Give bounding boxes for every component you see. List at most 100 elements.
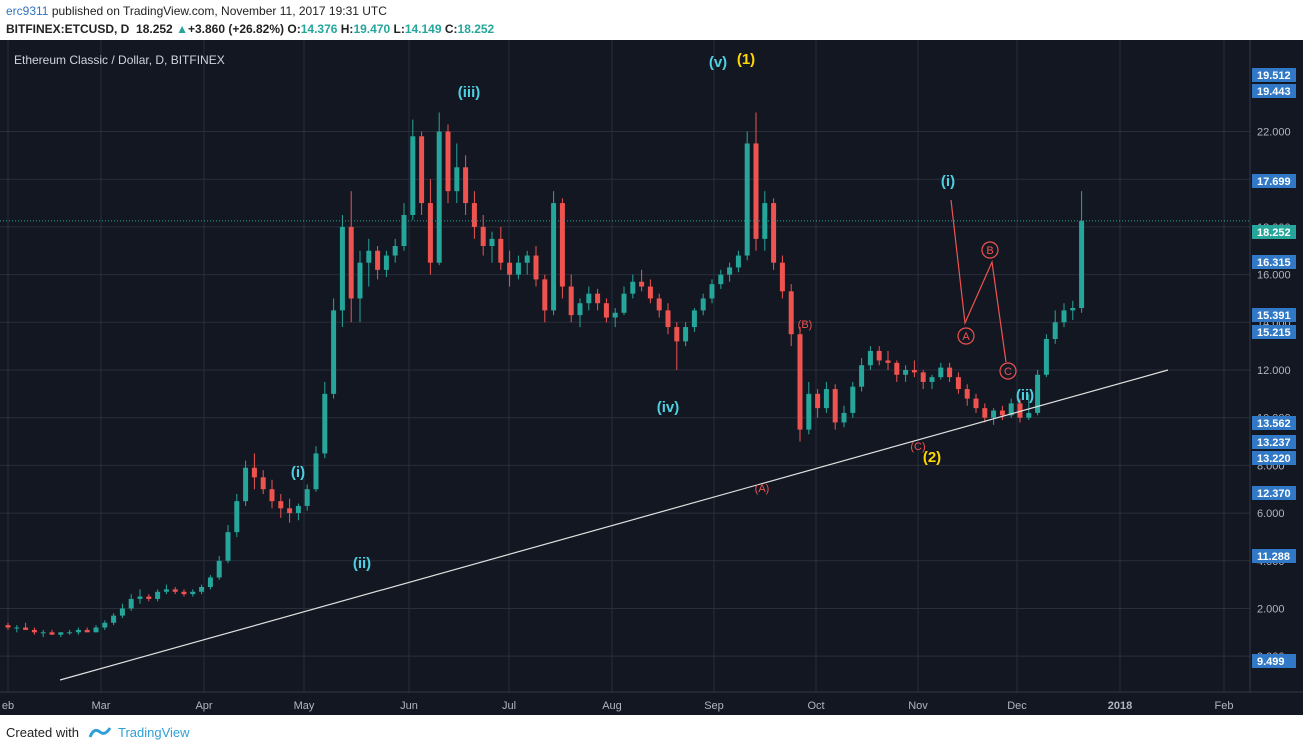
candle-body <box>947 367 953 378</box>
high-value: 19.470 <box>353 22 391 36</box>
price-axis-tick: 22.000 <box>1257 127 1291 139</box>
candle-body <box>815 393 821 409</box>
candle-body <box>58 632 64 635</box>
price-badge <box>1252 255 1296 269</box>
candle-body <box>304 489 310 506</box>
tradingview-logo-icon[interactable] <box>88 725 112 744</box>
candle-body <box>894 362 900 375</box>
chart-area[interactable]: Ethereum Classic / Dollar, D, BITFINEX (… <box>0 40 1303 715</box>
candle-body <box>779 262 785 292</box>
projection-label: B <box>986 245 993 257</box>
candle-body <box>278 501 284 509</box>
candle-body <box>683 327 689 342</box>
candle-body <box>551 203 557 311</box>
candle-body <box>137 596 143 599</box>
open-value: 14.376 <box>300 22 338 36</box>
price-badge <box>1252 174 1296 188</box>
candle-body <box>49 632 55 635</box>
price-axis-tick: 2.000 <box>1257 603 1285 615</box>
candle-body <box>1043 339 1049 375</box>
wave-label: (2) <box>923 449 941 466</box>
price-badge <box>1252 451 1296 465</box>
price-chart[interactable]: Ethereum Classic / Dollar, D, BITFINEX (… <box>0 40 1303 715</box>
author-link[interactable]: erc9311 <box>6 4 49 18</box>
price-badge-label: 17.699 <box>1257 176 1291 188</box>
price-badge-label: 9.499 <box>1257 656 1285 668</box>
candle-body <box>23 627 29 630</box>
candle-body <box>207 577 213 587</box>
candle-body <box>639 281 645 287</box>
candle-body <box>14 627 20 629</box>
candle-body <box>533 255 539 280</box>
price-badge-label: 11.288 <box>1257 551 1290 563</box>
candle-body <box>322 393 328 454</box>
time-axis-label: Apr <box>195 700 212 712</box>
candle-body <box>1061 310 1067 323</box>
candle-body <box>832 389 838 423</box>
candle-body <box>1008 403 1014 416</box>
price-axis-tick: 12.000 <box>1257 365 1291 377</box>
candle-body <box>427 203 433 263</box>
candle-body <box>674 327 680 342</box>
publish-info: erc9311 published on TradingView.com, No… <box>6 4 387 18</box>
candle-body <box>436 131 442 263</box>
candle-body <box>700 298 706 311</box>
candle-body <box>586 293 592 304</box>
price-badge <box>1252 486 1296 500</box>
time-axis-label: Nov <box>908 700 928 712</box>
wave-label: (ii) <box>1016 387 1034 404</box>
candle-body <box>841 412 847 423</box>
candle-body <box>647 286 653 299</box>
price-badge <box>1252 325 1296 339</box>
candle-body <box>762 203 768 239</box>
candle-body <box>40 632 46 634</box>
footer: Created with TradingView <box>0 715 1303 750</box>
projection-circle <box>957 327 975 345</box>
candle-body <box>630 281 636 294</box>
candle-body <box>269 489 275 502</box>
candle-body <box>5 625 11 628</box>
projection-label: C <box>1004 366 1012 378</box>
candle-body <box>982 408 988 418</box>
candle-body <box>410 136 416 215</box>
candle-body <box>251 467 257 478</box>
candle-body <box>612 312 618 318</box>
price-axis-tick: 16.000 <box>1257 270 1291 282</box>
candle-body <box>991 410 997 418</box>
candle-body <box>709 284 715 299</box>
candle-body <box>964 389 970 399</box>
candle-body <box>419 136 425 204</box>
candle-body <box>366 250 372 263</box>
price-badge <box>1252 416 1296 430</box>
tradingview-brand-link[interactable]: TradingView <box>118 725 190 740</box>
price-badge-label: 19.443 <box>1257 86 1291 98</box>
candle-body <box>735 255 741 268</box>
price-change: +3.860 (+26.82%) <box>187 22 285 36</box>
candle-body <box>788 291 794 335</box>
candle-body <box>885 360 891 363</box>
low-label: L: <box>393 22 405 36</box>
projection-path <box>950 199 1007 363</box>
candle-body <box>691 310 697 328</box>
price-badge-label: 16.315 <box>1257 257 1291 269</box>
time-axis-label: Sep <box>704 700 724 712</box>
ohlc-line: BITFINEX:ETCUSD, D 18.252 ▲+3.860 (+26.8… <box>6 22 494 36</box>
candle-body <box>163 589 169 592</box>
candle-body <box>190 591 196 595</box>
candle-body <box>445 131 451 192</box>
candle-body <box>392 246 398 256</box>
candle-body <box>383 255 389 270</box>
candle-body <box>93 627 99 633</box>
candle-body <box>339 226 345 311</box>
candle-body <box>348 226 354 299</box>
candle-body <box>287 508 293 514</box>
candle-body <box>155 591 161 599</box>
candle-body <box>295 505 301 514</box>
price-badge-label: 18.252 <box>1257 227 1291 239</box>
wave-label: (i) <box>941 173 955 190</box>
candle-body <box>225 532 231 561</box>
wave-label: (iii) <box>458 84 481 101</box>
candle-body <box>1052 322 1058 339</box>
time-axis-label: Dec <box>1007 700 1027 712</box>
wave-label: (i) <box>291 464 305 481</box>
